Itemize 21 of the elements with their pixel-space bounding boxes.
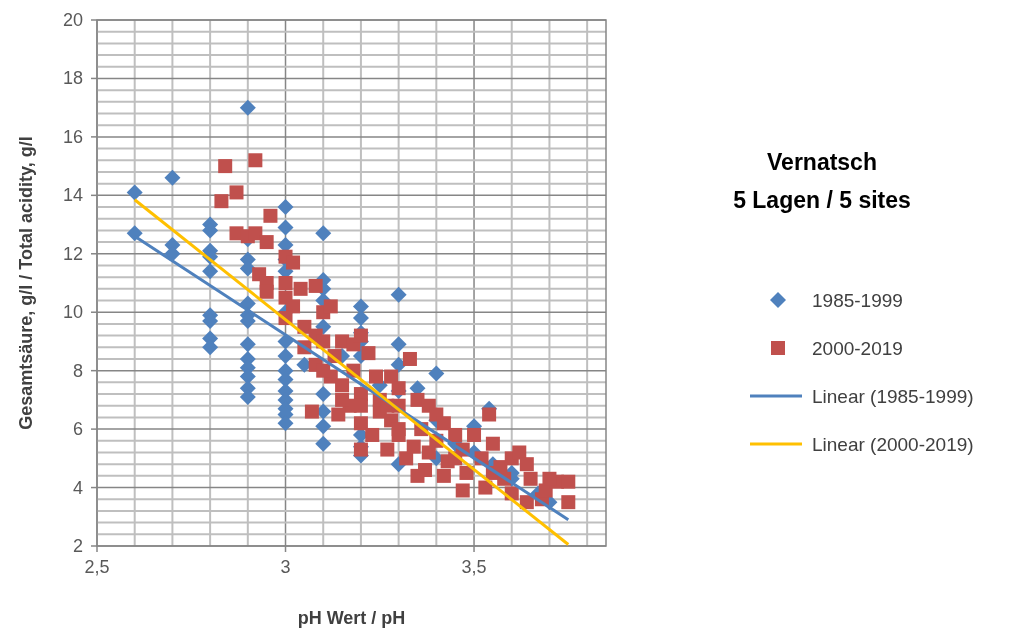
y-tick-label: 4 <box>72 477 83 498</box>
x-tick-label: 2,5 <box>84 557 110 577</box>
y-tick-label: 2 <box>72 536 83 556</box>
text: Vernatsch <box>767 149 877 175</box>
y-tick-label: 10 <box>62 302 83 323</box>
x-axis-title: pH Wert / pH <box>297 608 406 628</box>
y-tick-label: 20 <box>62 10 83 30</box>
y-tick-label: 8 <box>72 360 83 381</box>
text: 5 Lagen / 5 sites <box>733 187 911 213</box>
legend-label: 1985-1999 <box>812 290 903 311</box>
x-tick-label: 3,5 <box>461 557 487 577</box>
y-tick-label: 12 <box>62 243 83 264</box>
y-axis-title: Gesamtsäure, g/l / Total acidity, g/l <box>16 136 36 430</box>
legend-label: 2000-2019 <box>812 338 903 359</box>
legend-label: Linear (2000-2019) <box>812 434 974 455</box>
y-tick-label: 18 <box>62 68 83 89</box>
y-tick-label: 16 <box>62 126 83 147</box>
legend-label: Linear (1985-1999) <box>812 386 974 407</box>
y-tick-label: 14 <box>62 185 83 206</box>
y-tick-label: 6 <box>72 419 83 440</box>
x-tick-label: 3 <box>280 557 291 577</box>
